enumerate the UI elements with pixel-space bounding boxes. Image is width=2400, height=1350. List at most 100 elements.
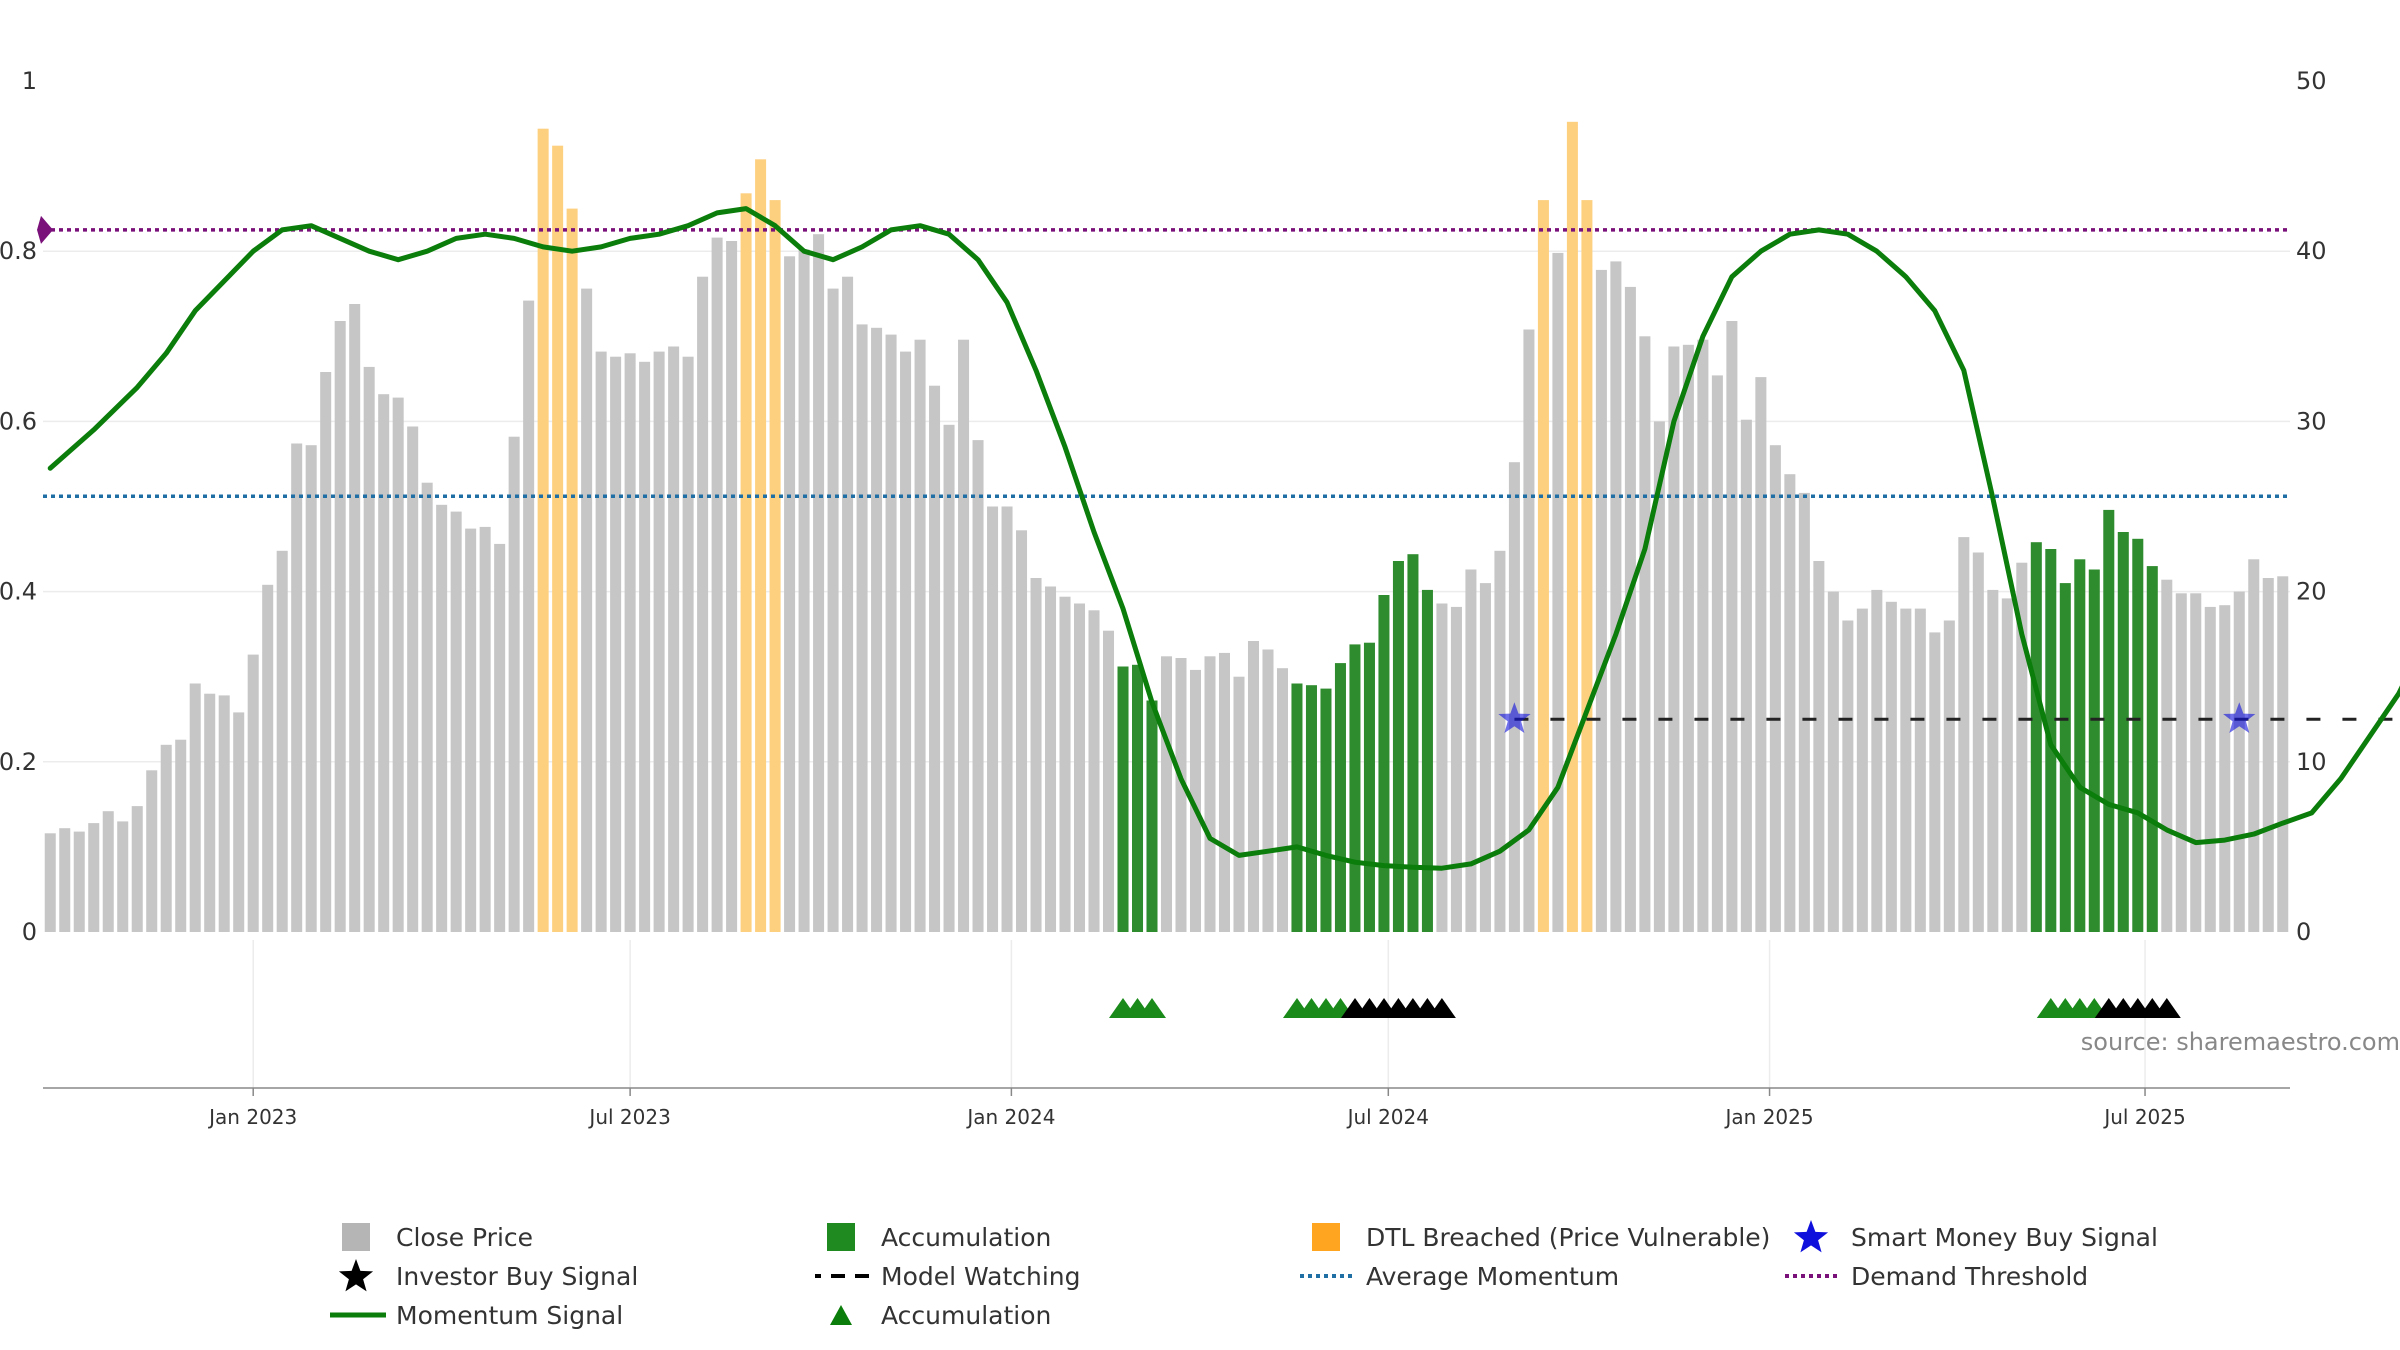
close-price-bar	[1885, 601, 1897, 932]
triangle-icon	[815, 1296, 875, 1334]
source-label: source: sharemaestro.com	[2081, 1028, 2400, 1056]
close-price-bar	[1929, 632, 1941, 932]
accumulation-bar	[2103, 509, 2115, 932]
close-price-bar	[1813, 561, 1825, 932]
investor-buy-signal-triangle	[1427, 998, 1456, 1018]
close-price-bar	[1987, 589, 1999, 932]
x-axis-tick-label: Jul 2023	[587, 1105, 670, 1129]
close-price-bar	[1045, 586, 1057, 932]
legend-label: Average Momentum	[1366, 1261, 1620, 1291]
close-price-bar	[1624, 286, 1636, 932]
close-price-bar	[1175, 658, 1187, 932]
smart-money-buy-signal-star	[2223, 702, 2256, 733]
close-price-bar	[88, 823, 100, 932]
accumulation-bar	[1421, 589, 1433, 932]
legend-label: Smart Money Buy Signal	[1851, 1222, 2158, 1252]
star-icon	[330, 1257, 390, 1295]
left-axis-tick-label: 0.2	[0, 748, 37, 776]
dashed-line-icon	[815, 1257, 875, 1295]
left-axis-tick-label: 1	[22, 67, 37, 95]
x-axis-tick-label: Jul 2024	[1346, 1105, 1429, 1129]
close-price-bar	[1465, 569, 1477, 932]
close-price-bar	[1233, 676, 1245, 932]
price-bars-layer	[44, 121, 2289, 933]
dotted-line-icon	[1785, 1257, 1845, 1295]
close-price-bar	[2204, 606, 2216, 932]
close-price-bar	[813, 234, 825, 932]
legend-label: Close Price	[396, 1222, 534, 1252]
close-price-bar	[958, 339, 970, 932]
close-price-bar	[262, 584, 274, 932]
close-price-bar	[1494, 550, 1506, 932]
dtl-breached-bar	[1581, 200, 1593, 933]
close-price-bar	[160, 744, 172, 932]
close-price-bar	[73, 831, 85, 932]
close-price-bar	[1552, 252, 1564, 932]
x-axis-tick-label: Jan 2025	[1724, 1105, 1814, 1129]
right-axis-tick-label: 0	[2296, 918, 2311, 946]
close-price-bar	[349, 304, 361, 932]
close-price-bar	[1972, 552, 1984, 932]
close-price-bar	[363, 366, 375, 932]
legend-item-dtl-breached: DTL Breached (Price Vulnerable)	[1300, 1218, 1770, 1256]
accumulation-bar	[1407, 554, 1419, 932]
left-axis-tick-label: 0.8	[0, 237, 37, 265]
close-price-bar	[595, 351, 607, 933]
close-price-bar	[1016, 530, 1028, 932]
close-price-bar	[1610, 261, 1622, 932]
close-price-swatch-icon	[330, 1218, 390, 1256]
close-price-bar	[1914, 608, 1926, 932]
legend-item-accumulation-triangle: Accumulation	[815, 1296, 1051, 1334]
left-axis-tick-label: 0.4	[0, 578, 37, 606]
close-price-bar	[914, 339, 926, 932]
close-price-bar	[421, 482, 433, 932]
close-price-bar	[1595, 269, 1607, 932]
close-price-bar	[523, 300, 535, 933]
legend-label: DTL Breached (Price Vulnerable)	[1366, 1222, 1771, 1252]
close-price-bar	[1711, 375, 1723, 932]
close-price-bar	[1958, 537, 1970, 932]
accumulation-bar	[2146, 566, 2158, 932]
close-price-bar	[1769, 445, 1781, 932]
dtl-breached-bar	[1566, 121, 1578, 933]
legend-item-smart-money: Smart Money Buy Signal	[1785, 1218, 2158, 1256]
close-price-bar	[972, 440, 984, 932]
momentum-layer	[47, 206, 2400, 871]
solid-line-icon	[330, 1296, 390, 1334]
left-axis-tick-label: 0	[22, 918, 37, 946]
accumulation-bar	[1378, 595, 1390, 932]
close-price-bar	[2001, 598, 2013, 932]
close-price-bar	[175, 739, 187, 932]
close-price-bar	[2190, 593, 2202, 932]
close-price-bar	[1508, 462, 1520, 932]
close-price-bar	[247, 654, 259, 932]
close-price-bar	[392, 397, 404, 933]
close-price-bar	[1856, 608, 1868, 932]
right-axis-tick-label: 10	[2296, 748, 2327, 776]
close-price-bar	[1204, 656, 1216, 932]
close-price-bar	[1842, 620, 1854, 932]
close-price-bar	[1697, 339, 1709, 932]
close-price-bar	[682, 356, 694, 932]
close-price-bar	[305, 445, 317, 932]
close-price-bar	[131, 806, 143, 932]
accumulation-bar	[1334, 663, 1346, 932]
accumulation-bar	[1305, 685, 1317, 932]
close-price-bar	[2262, 578, 2274, 932]
accumulation-bar	[1392, 561, 1404, 932]
close-price-bar	[407, 426, 419, 932]
close-price-bar	[798, 249, 810, 932]
close-price-bar	[697, 276, 709, 932]
legend-label: Demand Threshold	[1851, 1261, 2089, 1291]
close-price-bar	[2175, 593, 2187, 932]
close-price-bar	[117, 821, 129, 932]
dtl-breached-bar	[769, 200, 781, 933]
close-price-bar	[856, 324, 868, 932]
accumulation-bar	[2074, 559, 2086, 932]
legend: Close Price Accumulation DTL Breached (P…	[0, 1200, 2400, 1350]
dtl-swatch-icon	[1300, 1218, 1360, 1256]
close-price-bar	[1436, 603, 1448, 932]
accumulation-bar	[1363, 642, 1375, 932]
reference-lines-layer	[37, 215, 2400, 721]
close-price-bar	[1450, 606, 1462, 932]
